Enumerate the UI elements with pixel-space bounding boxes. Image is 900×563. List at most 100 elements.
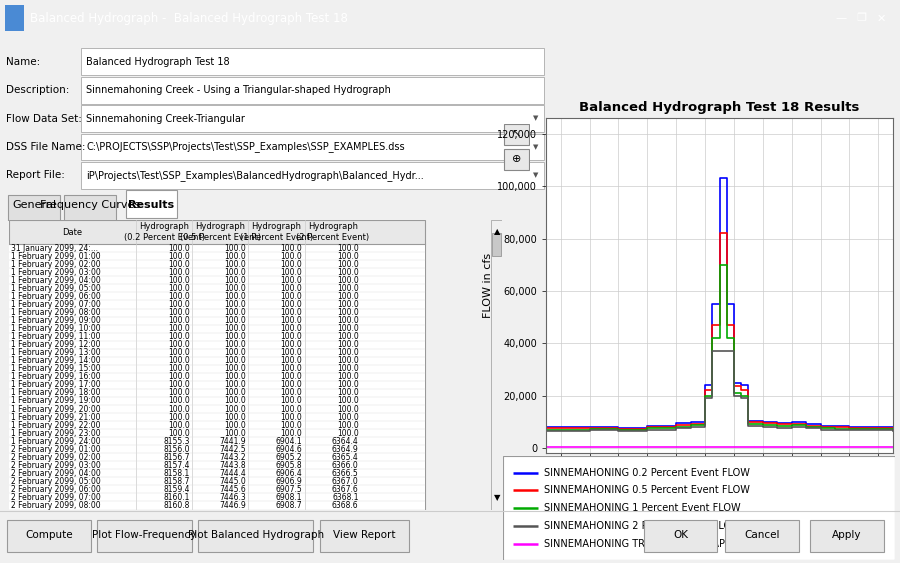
Text: 100.0: 100.0 — [224, 428, 246, 437]
SINNEMAHONING 0.5 Percent Event FLOW — [729, 383, 740, 390]
SINNEMAHONING TRIANGULAR SHAPE FLOW — [541, 444, 552, 451]
SINNEMAHONING TRIANGULAR SHAPE FLOW — [787, 444, 797, 451]
Text: 6367.0: 6367.0 — [332, 477, 358, 486]
Text: 1 February 2099, 14:00: 1 February 2099, 14:00 — [12, 356, 101, 365]
Line: SINNEMAHONING 0.2 Percent Event FLOW: SINNEMAHONING 0.2 Percent Event FLOW — [546, 178, 893, 427]
SINNEMAHONING 0.5 Percent Event FLOW — [887, 425, 898, 432]
SINNEMAHONING 2 Percent Event FLOW — [844, 427, 855, 434]
SINNEMAHONING 0.5 Percent Event FLOW — [584, 425, 595, 431]
SINNEMAHONING 1 Percent Event FLOW — [642, 425, 652, 432]
Text: 100.0: 100.0 — [224, 300, 246, 309]
SINNEMAHONING 1 Percent Event FLOW — [815, 425, 826, 432]
Text: 1 February 2099, 24:00: 1 February 2099, 24:00 — [12, 437, 101, 446]
Text: 100.0: 100.0 — [224, 268, 246, 277]
Text: 100.0: 100.0 — [281, 284, 302, 293]
Text: 100.0: 100.0 — [281, 381, 302, 390]
Text: ▲: ▲ — [493, 227, 500, 236]
Text: Flow Data Set:: Flow Data Set: — [5, 114, 82, 123]
Text: ⊕: ⊕ — [512, 154, 521, 164]
Bar — [492, 233, 501, 256]
Text: 100.0: 100.0 — [168, 372, 190, 381]
Text: Balanced Hydrograph Test 18: Balanced Hydrograph Test 18 — [86, 57, 230, 67]
SINNEMAHONING 0.2 Percent Event FLOW — [715, 175, 725, 182]
SINNEMAHONING 2 Percent Event FLOW — [801, 425, 812, 432]
FancyBboxPatch shape — [8, 195, 59, 221]
Text: Hydrograph
(1 Percent Event): Hydrograph (1 Percent Event) — [240, 222, 313, 242]
Text: 100.0: 100.0 — [281, 292, 302, 301]
Text: ▼: ▼ — [493, 493, 500, 502]
Text: Report File:: Report File: — [5, 171, 65, 180]
FancyBboxPatch shape — [320, 520, 409, 552]
Text: 1 February 2099, 21:00: 1 February 2099, 21:00 — [12, 413, 101, 422]
SINNEMAHONING 2 Percent Event FLOW — [555, 427, 566, 434]
Bar — [9, 292, 426, 301]
Text: 1 February 2099, 10:00: 1 February 2099, 10:00 — [12, 324, 101, 333]
Text: 1 February 2099, 15:00: 1 February 2099, 15:00 — [12, 364, 101, 373]
SINNEMAHONING 0.5 Percent Event FLOW — [642, 424, 652, 431]
Text: Sinnemahoning Creek-Triangular: Sinnemahoning Creek-Triangular — [86, 114, 246, 123]
SINNEMAHONING 1 Percent Event FLOW — [706, 334, 717, 341]
SINNEMAHONING 2 Percent Event FLOW — [670, 425, 681, 431]
Text: 2 February 2099, 02:00: 2 February 2099, 02:00 — [12, 453, 101, 462]
SINNEMAHONING 0.2 Percent Event FLOW — [844, 423, 855, 430]
SINNEMAHONING 0.5 Percent Event FLOW — [859, 425, 869, 431]
Text: 100.0: 100.0 — [281, 388, 302, 397]
Text: Hydrograph
(0.5 Percent Event): Hydrograph (0.5 Percent Event) — [180, 222, 261, 242]
Text: 100.0: 100.0 — [168, 364, 190, 373]
Text: 100.0: 100.0 — [337, 252, 358, 261]
Text: 100.0: 100.0 — [337, 244, 358, 253]
Text: 6905.8: 6905.8 — [275, 461, 302, 470]
SINNEMAHONING 1 Percent Event FLOW — [613, 427, 624, 434]
Text: 7445.6: 7445.6 — [220, 485, 246, 494]
Text: SINNEMAHONING 0.2 Percent Event FLOW: SINNEMAHONING 0.2 Percent Event FLOW — [544, 468, 750, 477]
SINNEMAHONING 1 Percent Event FLOW — [873, 426, 884, 432]
Text: 100.0: 100.0 — [224, 332, 246, 341]
Text: 1 February 2099, 08:00: 1 February 2099, 08:00 — [12, 308, 101, 317]
Y-axis label: FLOW in cfs: FLOW in cfs — [483, 253, 493, 318]
SINNEMAHONING 1 Percent Event FLOW — [801, 424, 812, 431]
Text: 2 February 2099, 01:00: 2 February 2099, 01:00 — [12, 445, 101, 454]
Text: 100.0: 100.0 — [168, 332, 190, 341]
Text: 100.0: 100.0 — [281, 276, 302, 285]
Bar — [9, 470, 426, 477]
Text: 1 February 2099, 07:00: 1 February 2099, 07:00 — [12, 300, 101, 309]
Title: Balanced Hydrograph Test 18 Results: Balanced Hydrograph Test 18 Results — [580, 101, 860, 114]
SINNEMAHONING 2 Percent Event FLOW — [541, 427, 552, 434]
Bar — [9, 389, 426, 397]
Text: 100.0: 100.0 — [337, 276, 358, 285]
Text: 100.0: 100.0 — [224, 421, 246, 430]
Text: 100.0: 100.0 — [337, 324, 358, 333]
Text: 100.0: 100.0 — [337, 284, 358, 293]
Text: 100.0: 100.0 — [281, 252, 302, 261]
Text: Date: Date — [62, 227, 83, 236]
SINNEMAHONING TRIANGULAR SHAPE FLOW — [715, 444, 725, 451]
Text: 1 February 2099, 22:00: 1 February 2099, 22:00 — [12, 421, 101, 430]
SINNEMAHONING 0.2 Percent Event FLOW — [873, 423, 884, 430]
Text: 6908.7: 6908.7 — [275, 501, 302, 510]
SINNEMAHONING 2 Percent Event FLOW — [787, 424, 797, 431]
Text: 100.0: 100.0 — [224, 381, 246, 390]
Text: 100.0: 100.0 — [281, 260, 302, 269]
Text: 6908.1: 6908.1 — [275, 493, 302, 502]
Text: 100.0: 100.0 — [224, 396, 246, 405]
FancyBboxPatch shape — [198, 520, 313, 552]
SINNEMAHONING TRIANGULAR SHAPE FLOW — [859, 444, 869, 451]
SINNEMAHONING TRIANGULAR SHAPE FLOW — [584, 444, 595, 451]
Text: 7446.3: 7446.3 — [220, 493, 246, 502]
SINNEMAHONING 0.5 Percent Event FLOW — [685, 421, 696, 427]
Text: Balanced Hydrograph -  Balanced Hydrograph Test 18: Balanced Hydrograph - Balanced Hydrograp… — [30, 12, 347, 25]
Text: 100.0: 100.0 — [224, 372, 246, 381]
SINNEMAHONING TRIANGULAR SHAPE FLOW — [685, 444, 696, 451]
Text: 8160.8: 8160.8 — [164, 501, 190, 510]
SINNEMAHONING 2 Percent Event FLOW — [887, 427, 898, 434]
SINNEMAHONING 0.5 Percent Event FLOW — [699, 387, 710, 394]
SINNEMAHONING 0.5 Percent Event FLOW — [541, 425, 552, 432]
Bar — [9, 316, 426, 325]
Text: 100.0: 100.0 — [224, 340, 246, 349]
Bar — [9, 445, 426, 453]
Text: 100.0: 100.0 — [168, 421, 190, 430]
Text: 1 February 2099, 23:00: 1 February 2099, 23:00 — [12, 428, 101, 437]
Bar — [9, 397, 426, 405]
Text: 100.0: 100.0 — [168, 300, 190, 309]
Text: 100.0: 100.0 — [168, 252, 190, 261]
